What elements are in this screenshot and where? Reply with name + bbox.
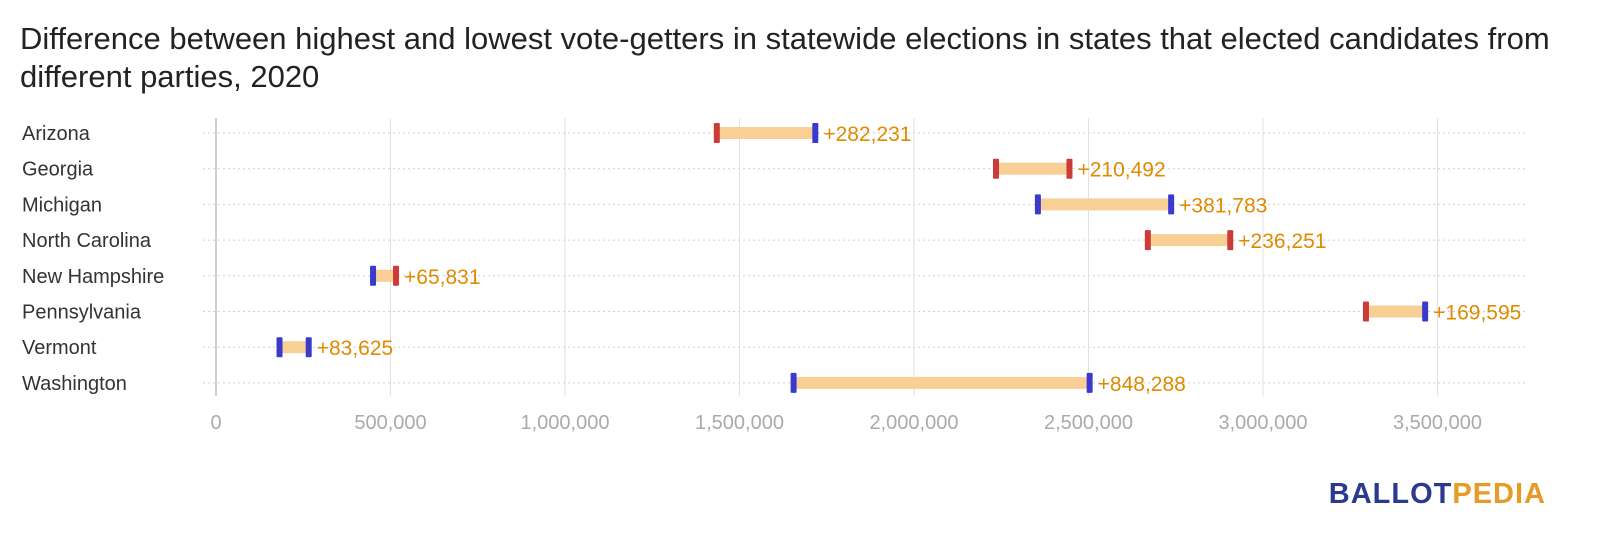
- low-marker: [1362, 301, 1369, 322]
- high-marker: [1168, 194, 1175, 215]
- row-georgia: Georgia +210,492: [22, 158, 1166, 182]
- x-tick-label: 1,000,000: [521, 412, 610, 434]
- difference-label: +236,251: [1238, 230, 1326, 253]
- low-marker: [276, 337, 283, 358]
- range-bar-chart: 0 500,000 1,000,000 1,500,000 2,000,000 2,500…: [22, 118, 1528, 434]
- difference-label: +848,288: [1098, 373, 1186, 396]
- high-marker: [1227, 230, 1234, 251]
- x-tick-label: 0: [210, 412, 221, 434]
- high-marker: [305, 337, 312, 358]
- difference-label: +169,595: [1433, 302, 1521, 325]
- range-bar: [1147, 234, 1231, 247]
- range-bar: [716, 127, 816, 139]
- range-bar: [793, 376, 1090, 389]
- low-marker: [370, 265, 377, 286]
- difference-label: +210,492: [1077, 159, 1165, 182]
- state-label: New Hampshire: [22, 266, 164, 288]
- x-tick-label: 1,500,000: [695, 412, 784, 434]
- range-bar: [1365, 305, 1426, 318]
- range-bar: [373, 269, 397, 282]
- high-marker: [812, 123, 819, 143]
- x-tick-label: 3,500,000: [1393, 412, 1482, 434]
- high-marker: [393, 265, 400, 286]
- row-vermont: Vermont +83,625: [22, 337, 393, 360]
- range-bar: [279, 341, 309, 354]
- range-bar: [1037, 198, 1172, 211]
- high-marker: [1086, 372, 1093, 393]
- row-north-carolina: North Carolina +236,251: [22, 230, 1326, 253]
- state-label: Pennsylvania: [22, 302, 142, 324]
- state-label: Vermont: [22, 337, 97, 359]
- ballotpedia-logo: BALLOTPEDIA: [1328, 478, 1546, 510]
- difference-label: +83,625: [317, 337, 394, 360]
- row-arizona: Arizona +282,231: [22, 123, 912, 146]
- x-axis-ticks: 0 500,000 1,000,000 1,500,000 2,000,000 2,500…: [210, 412, 1482, 434]
- x-tick-label: 3,000,000: [1219, 412, 1308, 434]
- low-marker: [713, 123, 720, 143]
- difference-label: +65,831: [404, 266, 481, 289]
- state-label: Georgia: [22, 159, 94, 181]
- difference-label: +381,783: [1179, 194, 1267, 217]
- row-michigan: Michigan +381,783: [22, 194, 1267, 217]
- row-washington: Washington +848,288: [22, 372, 1186, 396]
- low-marker: [790, 372, 797, 393]
- state-label: North Carolina: [22, 230, 152, 252]
- chart-rows: Arizona +282,231 Georgia +210,492 Michigan +3…: [22, 123, 1521, 396]
- low-marker: [1144, 230, 1151, 251]
- row-new-hampshire: New Hampshire +65,831: [22, 265, 481, 289]
- state-label: Arizona: [22, 123, 91, 145]
- row-pennsylvania: Pennsylvania +169,595: [22, 301, 1521, 325]
- high-marker: [1066, 158, 1073, 179]
- x-tick-label: 2,000,000: [870, 412, 959, 434]
- low-marker: [1034, 194, 1041, 215]
- high-marker: [1422, 301, 1429, 322]
- chart-title: Difference between highest and lowest vo…: [20, 21, 1550, 94]
- state-label: Washington: [22, 373, 127, 395]
- x-tick-label: 2,500,000: [1044, 412, 1133, 434]
- difference-label: +282,231: [823, 123, 911, 146]
- state-label: Michigan: [22, 194, 102, 216]
- low-marker: [993, 158, 1000, 179]
- x-tick-label: 500,000: [354, 412, 426, 434]
- range-bar: [996, 162, 1070, 175]
- grid-layer: [203, 118, 1528, 396]
